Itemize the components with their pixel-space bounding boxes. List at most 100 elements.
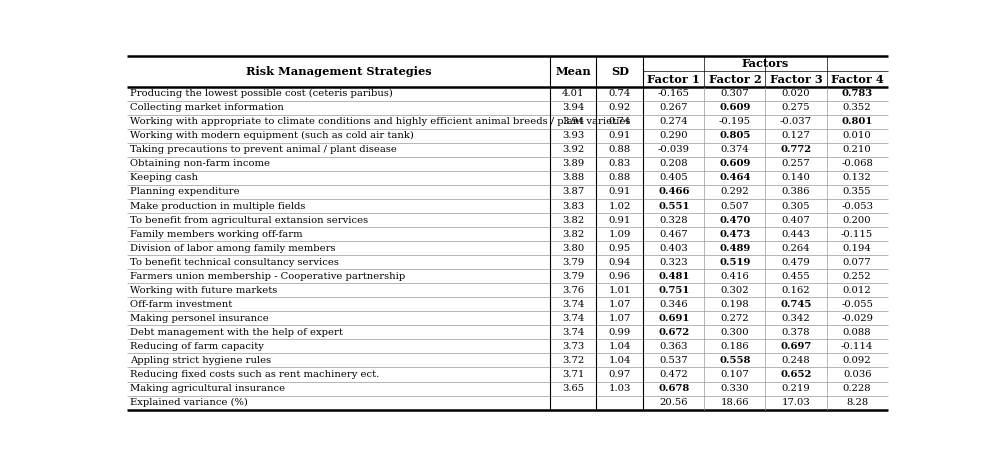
Text: -0.029: -0.029	[841, 314, 873, 323]
Text: 0.088: 0.088	[843, 328, 871, 337]
Text: 3.87: 3.87	[562, 188, 584, 196]
Text: 0.210: 0.210	[843, 145, 871, 154]
Text: 0.407: 0.407	[782, 216, 810, 225]
Text: 0.678: 0.678	[658, 384, 690, 393]
Text: 0.307: 0.307	[720, 89, 749, 98]
Text: Factors: Factors	[742, 58, 789, 69]
Text: -0.068: -0.068	[841, 160, 873, 168]
Text: 0.558: 0.558	[719, 356, 751, 365]
Text: 18.66: 18.66	[720, 398, 749, 407]
Text: 1.04: 1.04	[609, 356, 631, 365]
Text: Factor 1: Factor 1	[647, 74, 700, 84]
Text: 1.02: 1.02	[609, 201, 631, 211]
Text: Factor 2: Factor 2	[708, 74, 762, 84]
Text: 0.91: 0.91	[609, 188, 631, 196]
Text: 3.65: 3.65	[562, 384, 584, 393]
Text: Debt management with the help of expert: Debt management with the help of expert	[129, 328, 343, 337]
Text: 0.489: 0.489	[719, 244, 751, 253]
Text: 3.82: 3.82	[562, 230, 584, 239]
Text: 0.248: 0.248	[782, 356, 810, 365]
Text: 0.691: 0.691	[658, 314, 690, 323]
Text: 3.83: 3.83	[562, 201, 584, 211]
Text: 1.01: 1.01	[609, 286, 631, 295]
Text: -0.053: -0.053	[841, 201, 873, 211]
Text: To benefit from agricultural extansion services: To benefit from agricultural extansion s…	[129, 216, 368, 225]
Text: 0.290: 0.290	[659, 131, 688, 140]
Text: 4.01: 4.01	[562, 89, 584, 98]
Text: 0.386: 0.386	[782, 188, 810, 196]
Text: 0.363: 0.363	[660, 342, 688, 351]
Text: 3.74: 3.74	[562, 314, 584, 323]
Text: 3.80: 3.80	[562, 244, 584, 253]
Text: 0.95: 0.95	[609, 244, 631, 253]
Text: 1.09: 1.09	[609, 230, 631, 239]
Text: 0.99: 0.99	[609, 328, 631, 337]
Text: 0.092: 0.092	[843, 356, 871, 365]
Text: Farmers union membership - Cooperative partnership: Farmers union membership - Cooperative p…	[129, 272, 405, 281]
Text: Factor 4: Factor 4	[831, 74, 883, 84]
Text: 0.200: 0.200	[843, 216, 871, 225]
Text: 0.020: 0.020	[782, 89, 810, 98]
Text: 0.443: 0.443	[782, 230, 810, 239]
Text: Explained variance (%): Explained variance (%)	[129, 398, 248, 407]
Text: 1.03: 1.03	[609, 384, 631, 393]
Text: 0.378: 0.378	[782, 328, 810, 337]
Text: 0.257: 0.257	[782, 160, 810, 168]
Text: 3.74: 3.74	[562, 328, 584, 337]
Text: 0.208: 0.208	[659, 160, 688, 168]
Text: 0.92: 0.92	[609, 103, 631, 112]
Text: 0.198: 0.198	[720, 300, 749, 309]
Text: Taking precautions to prevent animal / plant disease: Taking precautions to prevent animal / p…	[129, 145, 396, 154]
Text: 0.481: 0.481	[658, 272, 690, 281]
Text: Factor 3: Factor 3	[770, 74, 822, 84]
Text: 0.330: 0.330	[720, 384, 749, 393]
Text: 0.467: 0.467	[659, 230, 688, 239]
Text: -0.165: -0.165	[658, 89, 690, 98]
Text: 0.745: 0.745	[781, 300, 812, 309]
Text: Reducing of farm capacity: Reducing of farm capacity	[129, 342, 264, 351]
Text: 0.405: 0.405	[659, 173, 689, 183]
Text: 0.91: 0.91	[609, 131, 631, 140]
Text: 0.252: 0.252	[843, 272, 871, 281]
Text: 0.302: 0.302	[720, 286, 749, 295]
Text: 3.74: 3.74	[562, 300, 584, 309]
Text: 3.88: 3.88	[562, 173, 584, 183]
Text: 0.132: 0.132	[843, 173, 871, 183]
Text: 0.264: 0.264	[782, 244, 810, 253]
Text: 1.04: 1.04	[609, 342, 631, 351]
Text: 0.609: 0.609	[719, 160, 751, 168]
Text: 0.91: 0.91	[609, 216, 631, 225]
Text: 0.127: 0.127	[782, 131, 810, 140]
Text: 0.292: 0.292	[720, 188, 749, 196]
Text: 0.507: 0.507	[720, 201, 749, 211]
Text: 0.219: 0.219	[782, 384, 810, 393]
Text: 0.697: 0.697	[781, 342, 812, 351]
Text: 0.472: 0.472	[659, 370, 689, 379]
Text: 3.71: 3.71	[562, 370, 584, 379]
Text: 17.03: 17.03	[782, 398, 810, 407]
Text: Reducing fixed costs such as rent machinery ect.: Reducing fixed costs such as rent machin…	[129, 370, 378, 379]
Text: 0.519: 0.519	[719, 258, 751, 266]
Text: 1.07: 1.07	[609, 314, 631, 323]
Text: 20.56: 20.56	[660, 398, 688, 407]
Text: 1.07: 1.07	[609, 300, 631, 309]
Text: 0.416: 0.416	[720, 272, 749, 281]
Text: -0.037: -0.037	[781, 117, 812, 126]
Text: -0.114: -0.114	[841, 342, 873, 351]
Text: 0.267: 0.267	[660, 103, 688, 112]
Text: 3.89: 3.89	[562, 160, 584, 168]
Text: 0.473: 0.473	[719, 230, 751, 239]
Text: SD: SD	[611, 66, 628, 77]
Text: 3.72: 3.72	[562, 356, 584, 365]
Text: 0.162: 0.162	[782, 286, 810, 295]
Text: 0.274: 0.274	[659, 117, 689, 126]
Text: 0.194: 0.194	[843, 244, 871, 253]
Text: Working with modern equipment (such as cold air tank): Working with modern equipment (such as c…	[129, 131, 414, 141]
Text: 0.783: 0.783	[842, 89, 872, 98]
Text: Appling strict hygiene rules: Appling strict hygiene rules	[129, 356, 271, 365]
Text: Producing the lowest possible cost (ceteris paribus): Producing the lowest possible cost (cete…	[129, 89, 392, 98]
Text: 0.464: 0.464	[719, 173, 751, 183]
Text: 0.652: 0.652	[781, 370, 812, 379]
Text: 0.010: 0.010	[843, 131, 871, 140]
Text: To benefit technical consultancy services: To benefit technical consultancy service…	[129, 258, 339, 266]
